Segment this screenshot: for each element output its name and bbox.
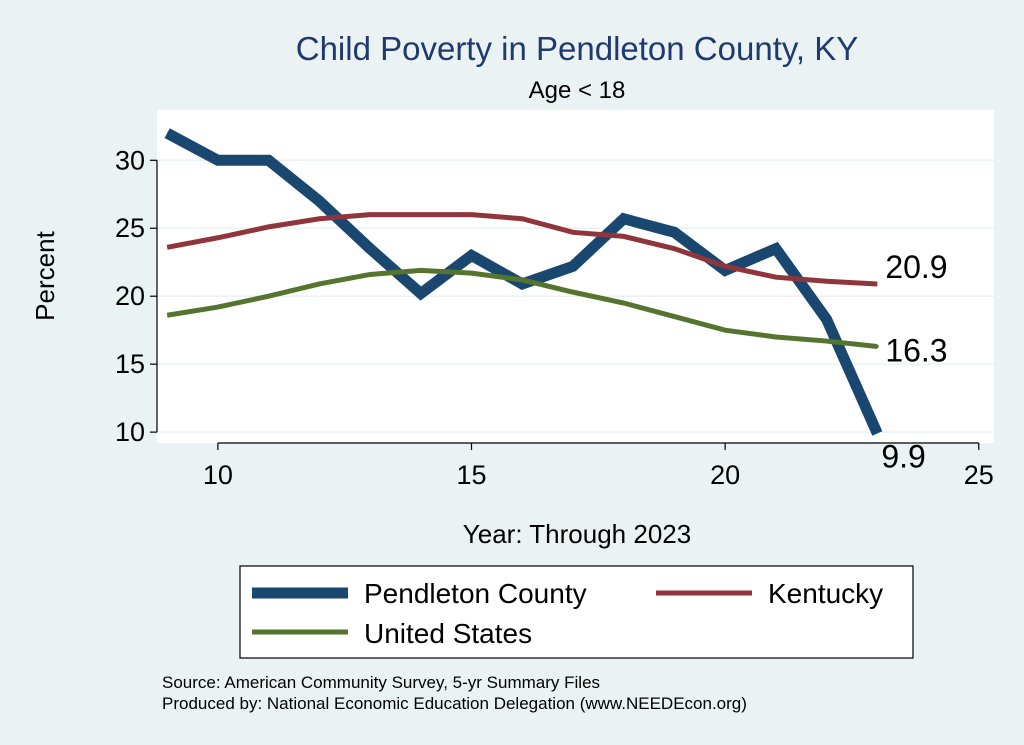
data-point-kentucky-11 bbox=[267, 225, 270, 228]
y-tick-label-30: 30 bbox=[115, 145, 145, 175]
data-point-pendleton-county-16 bbox=[521, 282, 524, 285]
data-point-kentucky-13 bbox=[369, 213, 372, 216]
legend-box bbox=[239, 565, 914, 659]
end-label-kentucky: 20.9 bbox=[885, 249, 947, 285]
chart-title: Child Poverty in Pendleton County, KY bbox=[296, 30, 859, 67]
source-note: Source: American Community Survey, 5-yr … bbox=[162, 673, 600, 692]
data-point-pendleton-county-21 bbox=[774, 247, 777, 250]
legend-label-pendleton: Pendleton County bbox=[364, 578, 587, 609]
data-point-kentucky-17 bbox=[571, 231, 574, 234]
data-point-kentucky-15 bbox=[470, 213, 473, 216]
x-tick-label-15: 15 bbox=[456, 460, 486, 490]
data-point-pendleton-county-19 bbox=[673, 231, 676, 234]
end-label-united-states: 16.3 bbox=[885, 332, 947, 368]
legend-label-kentucky: Kentucky bbox=[768, 578, 883, 609]
series-line-united-states bbox=[166, 267, 878, 349]
data-point-united-states-23 bbox=[875, 344, 879, 348]
data-point-united-states-22 bbox=[825, 340, 828, 343]
y-tick-label-15: 15 bbox=[115, 349, 145, 379]
axes: 10 15 20 25 30 10 15 20 25 bbox=[115, 145, 994, 490]
data-point-pendleton-county-10 bbox=[216, 159, 219, 162]
data-point-united-states-20 bbox=[724, 329, 727, 332]
data-point-united-states-21 bbox=[774, 335, 777, 338]
x-tick-label-10: 10 bbox=[203, 460, 233, 490]
data-point-kentucky-14 bbox=[419, 213, 422, 216]
data-point-united-states-10 bbox=[216, 306, 219, 309]
data-point-pendleton-county-20 bbox=[724, 269, 727, 272]
y-tick-label-10: 10 bbox=[115, 417, 145, 447]
gridlines bbox=[157, 159, 994, 433]
data-point-kentucky-10 bbox=[216, 236, 219, 239]
produced-by-note: Produced by: National Economic Education… bbox=[162, 694, 747, 713]
data-point-pendleton-county-13 bbox=[369, 247, 372, 250]
data-point-kentucky-23 bbox=[876, 282, 879, 285]
x-axis-title: Year: Through 2023 bbox=[463, 519, 691, 549]
legend-label-united-states: United States bbox=[364, 618, 532, 649]
data-point-united-states-16 bbox=[521, 278, 524, 281]
x-tick-label-25: 25 bbox=[964, 460, 994, 490]
data-point-pendleton-county-11 bbox=[267, 159, 270, 162]
data-point-united-states-14 bbox=[419, 269, 422, 272]
data-point-kentucky-18 bbox=[622, 235, 625, 238]
data-point-united-states-9 bbox=[166, 314, 169, 317]
data-point-kentucky-9 bbox=[166, 246, 169, 249]
data-point-united-states-11 bbox=[267, 295, 270, 298]
x-tick-label-20: 20 bbox=[710, 460, 740, 490]
data-point-united-states-15 bbox=[470, 272, 473, 275]
series-group bbox=[164, 128, 883, 436]
data-point-kentucky-12 bbox=[318, 217, 321, 220]
data-point-kentucky-16 bbox=[521, 217, 524, 220]
chart-subtitle: Age < 18 bbox=[529, 77, 626, 104]
y-axis-title: Percent bbox=[30, 230, 60, 320]
data-point-pendleton-county-12 bbox=[318, 200, 321, 203]
y-tick-label-20: 20 bbox=[115, 281, 145, 311]
data-point-united-states-17 bbox=[571, 291, 574, 294]
data-point-pendleton-county-23 bbox=[876, 432, 879, 435]
data-point-kentucky-21 bbox=[774, 276, 777, 279]
series-line-kentucky bbox=[166, 212, 878, 287]
data-point-kentucky-22 bbox=[825, 280, 828, 283]
data-point-pendleton-county-14 bbox=[419, 292, 422, 295]
end-label-pendleton-county: 9.9 bbox=[881, 438, 925, 474]
data-point-united-states-13 bbox=[369, 273, 372, 276]
data-point-united-states-12 bbox=[318, 282, 321, 285]
series-line-pendleton-county bbox=[164, 128, 883, 436]
data-point-pendleton-county-22 bbox=[825, 318, 828, 321]
data-point-pendleton-county-9 bbox=[166, 132, 169, 135]
end-labels: 9.9 20.9 16.3 bbox=[881, 249, 947, 475]
data-point-kentucky-20 bbox=[724, 265, 727, 268]
data-point-pendleton-county-15 bbox=[470, 254, 473, 257]
data-point-united-states-19 bbox=[673, 315, 676, 318]
data-point-united-states-18 bbox=[622, 302, 625, 305]
data-point-pendleton-county-17 bbox=[571, 265, 574, 268]
data-point-pendleton-county-18 bbox=[622, 217, 625, 220]
data-point-kentucky-19 bbox=[673, 247, 676, 250]
y-tick-label-25: 25 bbox=[115, 213, 145, 243]
